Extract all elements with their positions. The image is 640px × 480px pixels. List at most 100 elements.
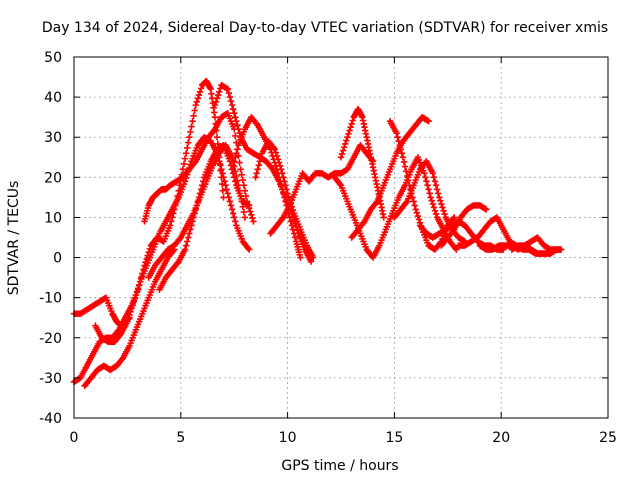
data-point-interp bbox=[232, 218, 239, 225]
data-point-interp bbox=[280, 174, 287, 181]
data-point-interp bbox=[441, 210, 448, 218]
data-point-interp bbox=[193, 98, 201, 105]
data-point bbox=[130, 298, 138, 305]
data-point-interp bbox=[247, 208, 254, 215]
data-point bbox=[453, 246, 460, 253]
series-track-1 bbox=[70, 77, 227, 386]
data-point bbox=[483, 206, 490, 213]
data-point-interp bbox=[397, 146, 405, 153]
data-point-interp bbox=[127, 308, 134, 315]
data-point-interp bbox=[194, 95, 202, 102]
data-point bbox=[393, 130, 400, 137]
data-point-interp bbox=[233, 150, 240, 157]
data-point-interp bbox=[409, 194, 416, 201]
data-point-interp bbox=[222, 182, 229, 189]
data-point-interp bbox=[128, 305, 135, 312]
data-point-interp bbox=[239, 176, 246, 184]
data-point-interp bbox=[434, 190, 442, 197]
data-point-interp bbox=[182, 150, 190, 157]
data-point bbox=[245, 202, 253, 209]
series-track-10 bbox=[252, 138, 317, 261]
data-point-interp bbox=[238, 171, 245, 178]
data-point-interp bbox=[225, 194, 233, 201]
data-point-interp bbox=[240, 208, 248, 216]
data-point-interp bbox=[240, 182, 248, 189]
x-tick-label: 25 bbox=[599, 430, 617, 446]
y-tick-label: -40 bbox=[39, 411, 62, 427]
data-point-interp bbox=[241, 187, 249, 194]
data-point-interp bbox=[235, 126, 242, 133]
data-point bbox=[179, 166, 187, 173]
data-point-interp bbox=[425, 186, 432, 193]
data-point bbox=[557, 246, 565, 253]
data-point-interp bbox=[227, 97, 235, 105]
data-point bbox=[211, 101, 219, 109]
data-point bbox=[425, 117, 432, 125]
y-tick-label: -20 bbox=[39, 331, 62, 347]
data-point-interp bbox=[223, 186, 230, 193]
data-point-interp bbox=[279, 170, 286, 177]
data-point bbox=[166, 222, 174, 229]
data-point-interp bbox=[236, 130, 243, 137]
data-point-interp bbox=[217, 162, 224, 169]
x-tick-label: 20 bbox=[492, 430, 510, 446]
data-point-interp bbox=[182, 242, 190, 249]
data-point-interp bbox=[187, 226, 194, 233]
data-point-interp bbox=[234, 121, 241, 129]
data-point-interp bbox=[167, 218, 175, 225]
data-point bbox=[237, 166, 244, 173]
data-point-interp bbox=[415, 216, 423, 223]
data-point bbox=[220, 194, 227, 201]
data-point-interp bbox=[189, 218, 196, 225]
data-point-interp bbox=[186, 230, 193, 237]
data-point-interp bbox=[187, 128, 194, 136]
data-point-interp bbox=[133, 288, 141, 295]
data-point-interp bbox=[184, 238, 191, 245]
data-point bbox=[429, 170, 437, 177]
data-point bbox=[399, 154, 407, 161]
data-point-interp bbox=[411, 202, 418, 209]
data-point-interp bbox=[231, 174, 238, 181]
data-point-interp bbox=[341, 144, 348, 151]
data-point-interp bbox=[401, 163, 409, 170]
data-point bbox=[427, 194, 434, 201]
data-point bbox=[250, 218, 257, 225]
data-point-interp bbox=[219, 170, 226, 177]
data-point-interp bbox=[345, 130, 352, 138]
data-point bbox=[228, 166, 236, 173]
data-point bbox=[297, 254, 304, 261]
data-point-interp bbox=[233, 117, 240, 125]
data-point-interp bbox=[248, 211, 255, 218]
data-point-interp bbox=[405, 177, 412, 184]
data-point-interp bbox=[281, 178, 288, 185]
data-point bbox=[245, 246, 253, 253]
data-point-interp bbox=[213, 134, 221, 141]
data-point-interp bbox=[291, 234, 299, 241]
data-point-interp bbox=[190, 214, 197, 221]
data-point-interp bbox=[289, 206, 297, 214]
series-track-15 bbox=[348, 113, 432, 241]
data-point bbox=[226, 198, 234, 205]
data-point-interp bbox=[438, 200, 445, 208]
data-point-interp bbox=[212, 98, 220, 105]
data-point-interp bbox=[181, 155, 189, 162]
data-point-interp bbox=[290, 230, 298, 237]
data-point bbox=[181, 246, 189, 253]
data-point bbox=[277, 166, 285, 173]
data-point-interp bbox=[229, 210, 237, 217]
data-point-interp bbox=[414, 212, 422, 220]
data-point-interp bbox=[274, 156, 282, 163]
data-point-interp bbox=[229, 162, 237, 169]
data-point-interp bbox=[349, 117, 356, 124]
data-point bbox=[224, 85, 231, 93]
data-point-interp bbox=[191, 210, 198, 217]
data-point bbox=[307, 258, 315, 265]
data-point-interp bbox=[396, 142, 403, 149]
data-point-interp bbox=[423, 178, 430, 185]
data-point-interp bbox=[192, 206, 199, 213]
data-point bbox=[192, 101, 199, 109]
data-point-interp bbox=[282, 198, 289, 205]
data-point bbox=[241, 214, 249, 221]
data-point-interp bbox=[226, 93, 234, 101]
